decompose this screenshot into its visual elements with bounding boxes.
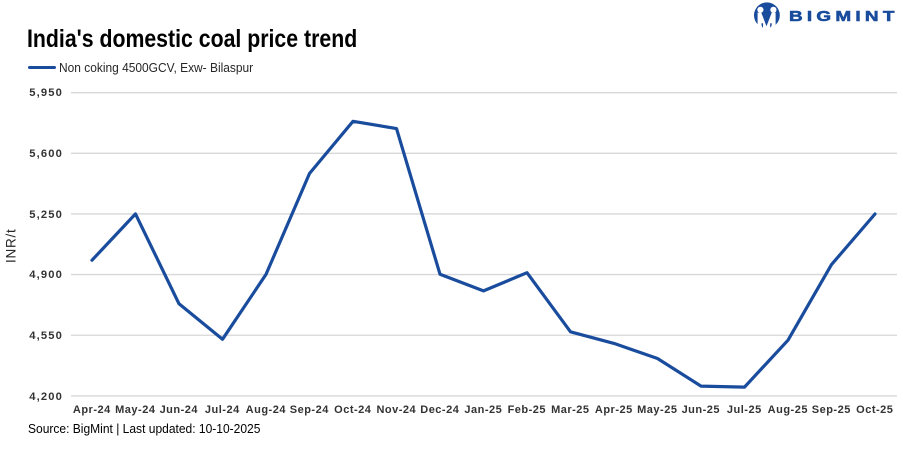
svg-text:4,200: 4,200 [29,391,63,403]
svg-text:Apr-24: Apr-24 [73,404,111,416]
svg-text:Sep-25: Sep-25 [812,404,851,416]
svg-text:May-24: May-24 [115,404,156,416]
svg-text:Sep-24: Sep-24 [290,404,329,416]
svg-text:Jul-25: Jul-25 [727,404,762,416]
svg-text:Apr-25: Apr-25 [595,404,633,416]
svg-text:5,250: 5,250 [29,209,63,221]
svg-text:Jan-25: Jan-25 [464,404,502,416]
svg-text:Aug-25: Aug-25 [768,404,808,416]
svg-text:Jul-24: Jul-24 [205,404,240,416]
svg-text:Dec-24: Dec-24 [420,404,459,416]
svg-text:Oct-25: Oct-25 [856,404,893,416]
svg-text:Jun-25: Jun-25 [682,404,720,416]
svg-text:Mar-25: Mar-25 [551,404,589,416]
svg-text:4,900: 4,900 [29,269,63,281]
svg-text:May-25: May-25 [637,404,677,416]
svg-text:Jun-24: Jun-24 [160,404,199,416]
svg-text:Aug-24: Aug-24 [246,404,287,416]
svg-text:4,550: 4,550 [29,330,63,342]
svg-text:Feb-25: Feb-25 [508,404,546,416]
svg-text:Oct-24: Oct-24 [334,404,372,416]
svg-text:5,950: 5,950 [29,87,63,99]
svg-text:5,600: 5,600 [29,148,63,160]
svg-text:Nov-24: Nov-24 [376,404,416,416]
